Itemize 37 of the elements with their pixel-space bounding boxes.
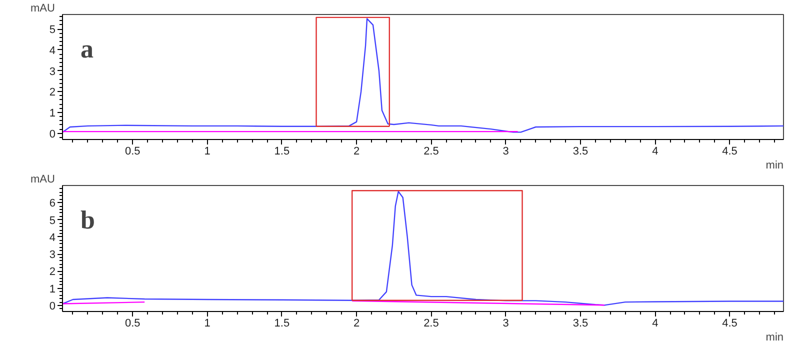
x-tick-label: 2.5 (424, 318, 439, 330)
x-tick-label: 1.5 (274, 146, 290, 158)
y-axis-title: mAU (30, 174, 55, 186)
y-tick-label: 3 (49, 66, 56, 78)
y-tick-label: 4 (49, 44, 56, 57)
x-tick-label: 3.5 (572, 146, 588, 158)
y-tick-label: 2 (49, 266, 56, 278)
y-tick-label: 6 (49, 198, 56, 210)
x-tick-label: 1.5 (274, 318, 290, 330)
x-axis-title: min (766, 332, 784, 343)
x-tick-label: 4 (652, 318, 658, 330)
y-tick-label: 3 (49, 249, 56, 262)
y-tick-label: 5 (49, 214, 56, 227)
y-tick-label: 4 (49, 232, 56, 244)
x-tick-label: 2.5 (424, 146, 439, 158)
x-tick-label: 3 (502, 146, 509, 158)
text: b (80, 206, 95, 234)
y-tick-label: 0 (49, 300, 56, 312)
x-tick-label: 0.5 (125, 318, 140, 330)
x-tick-label: 1 (204, 318, 210, 330)
x-tick-label: 1 (204, 146, 210, 158)
x-tick-label: 3.5 (572, 318, 588, 330)
y-tick-label: 1 (49, 283, 56, 296)
text: a (80, 34, 94, 64)
x-tick-label: 4 (652, 146, 658, 158)
x-tick-label: 4.5 (722, 318, 738, 330)
x-tick-label: 3 (502, 318, 509, 330)
y-tick-label: 5 (49, 24, 56, 36)
y-tick-label: 2 (49, 86, 56, 99)
y-tick-label: 0 (49, 128, 56, 140)
y-tick-label: 1 (49, 107, 56, 120)
x-tick-label: 0.5 (125, 146, 140, 158)
x-tick-label: 4.5 (722, 146, 738, 158)
x-tick-label: 2 (354, 318, 360, 330)
y-axis-title: mAU (30, 2, 55, 14)
x-tick-label: 2 (354, 146, 360, 158)
x-axis-title: min (766, 160, 784, 172)
